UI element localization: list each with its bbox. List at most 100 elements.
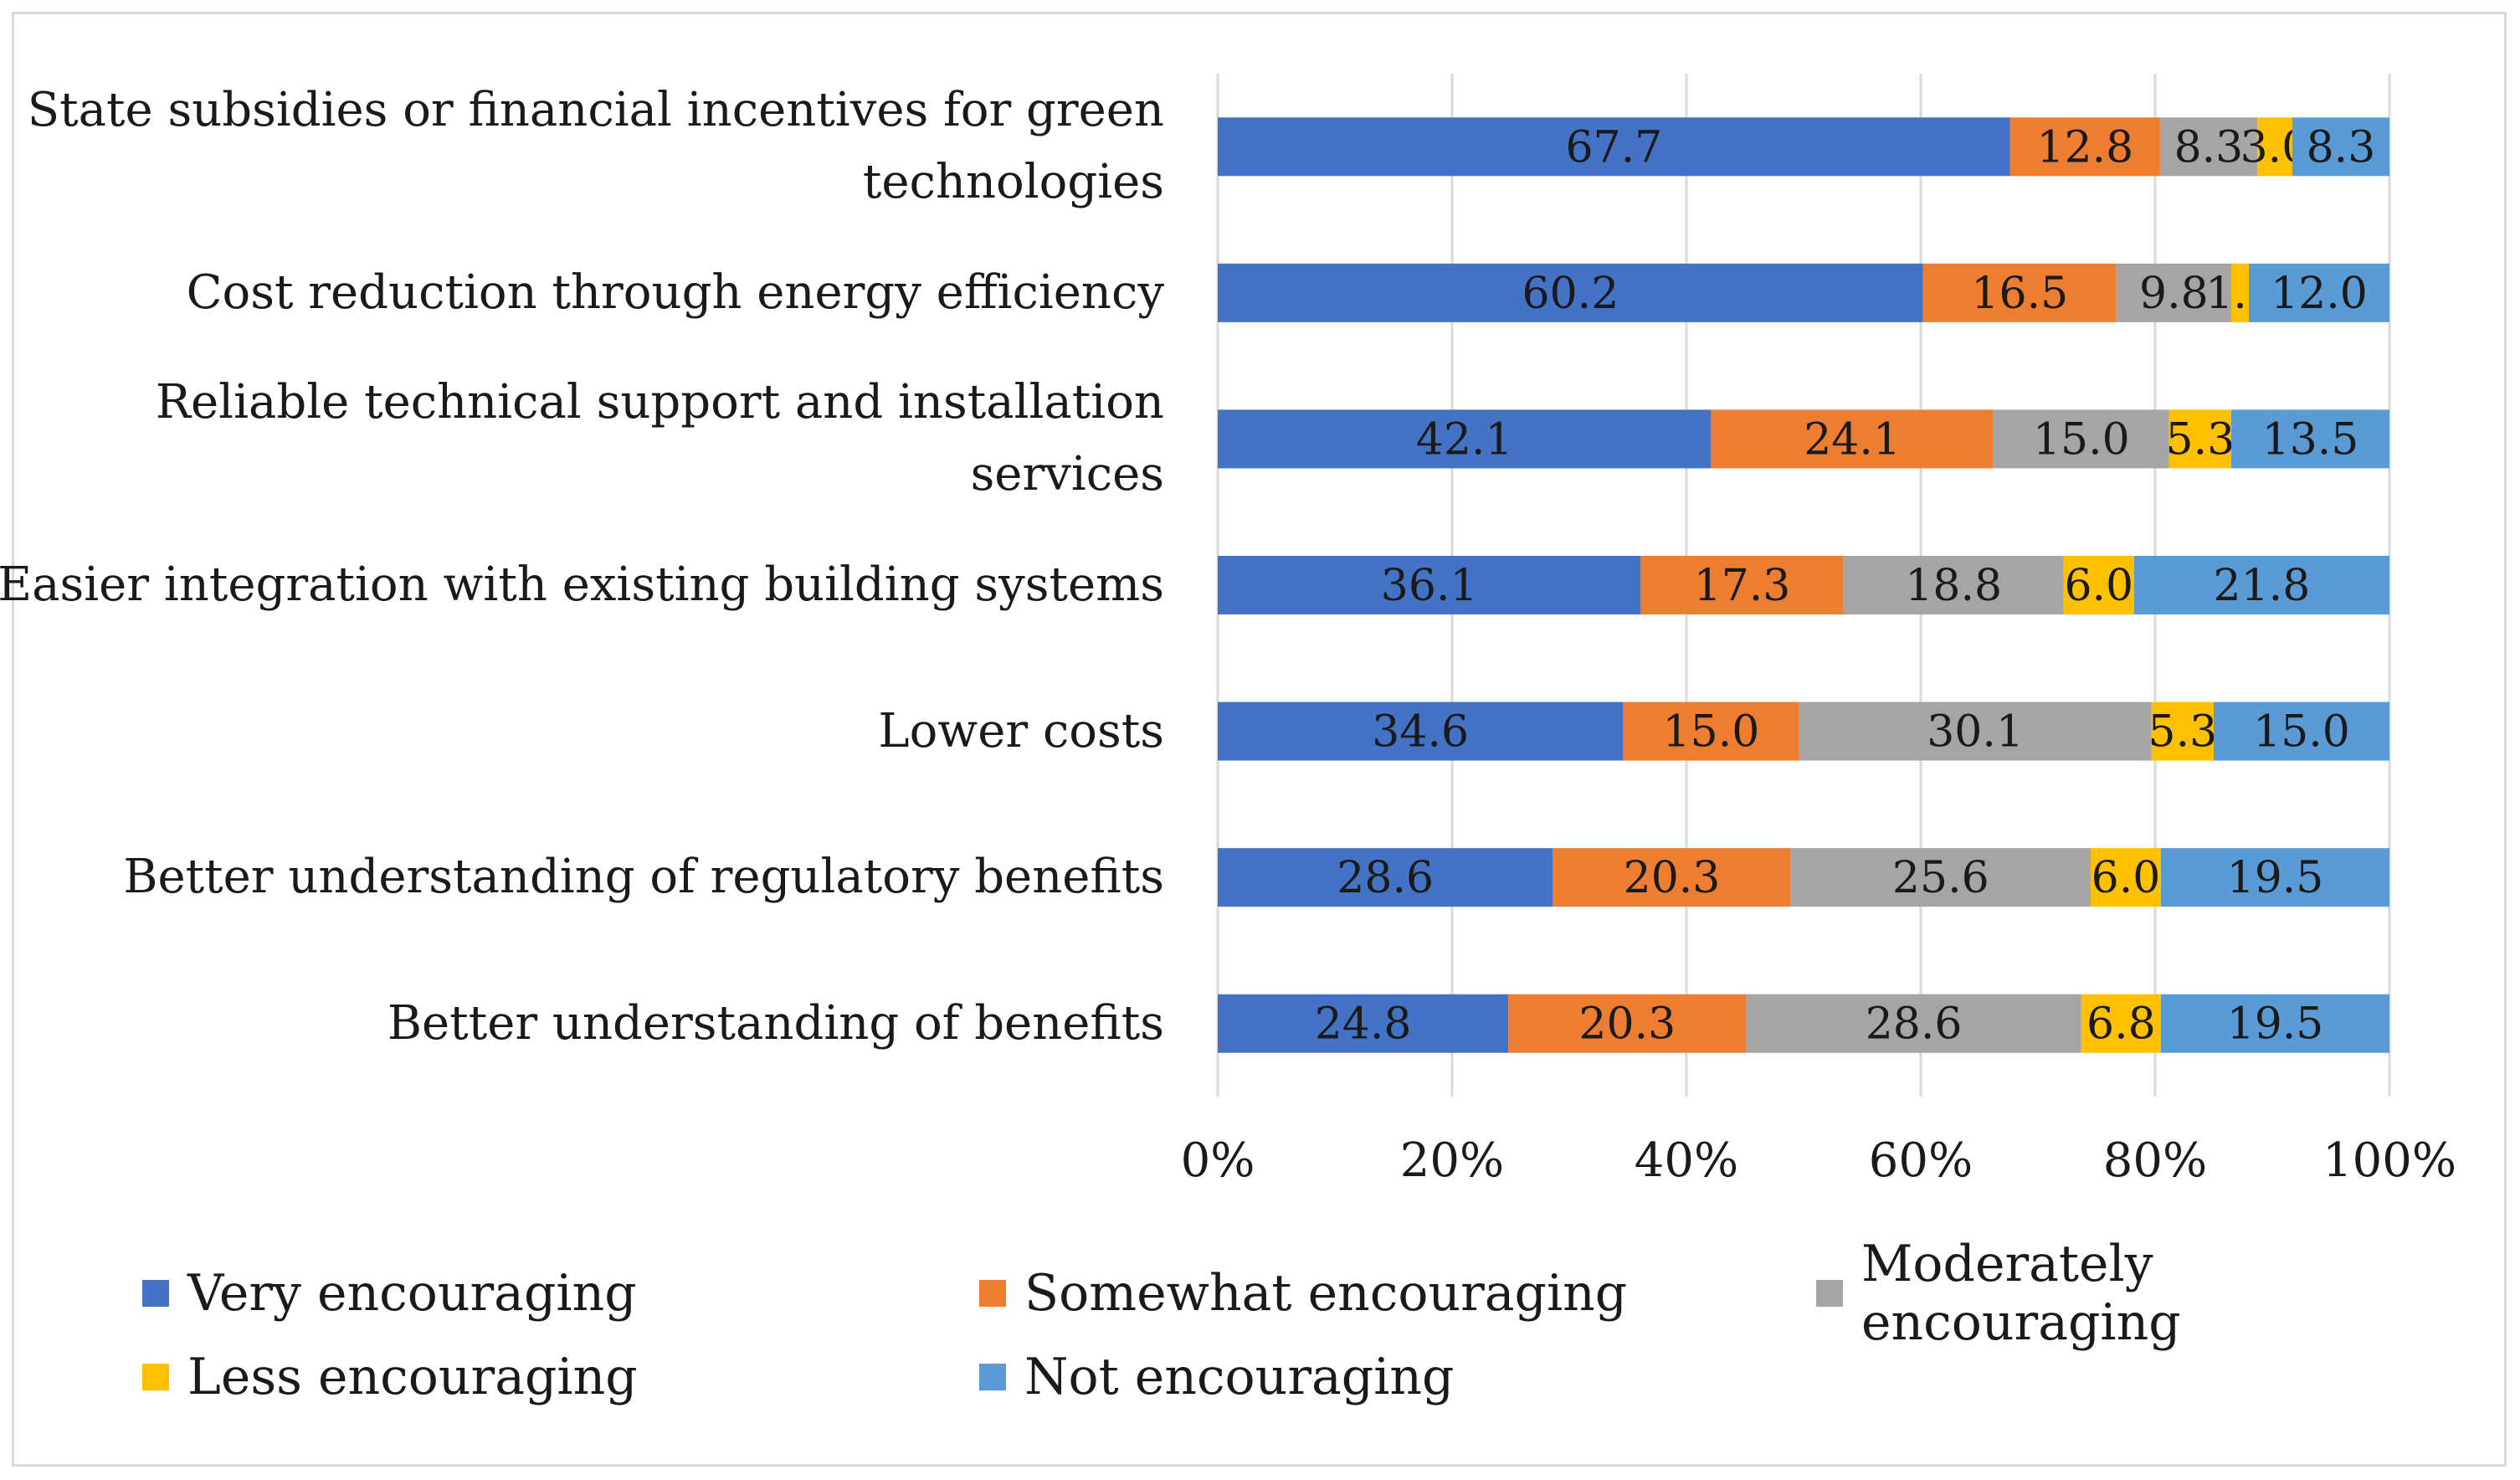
x-tick-label: 20%: [1400, 1133, 1504, 1188]
bar-segment: [2161, 848, 2389, 907]
legend-item: Somewhat encouraging: [979, 1256, 1627, 1331]
bar-segment: [2214, 701, 2389, 761]
data-label: 17.3: [1694, 561, 1791, 611]
data-label: 15.0: [2253, 707, 2350, 758]
data-label: 20.3: [1624, 853, 1721, 903]
category-label: Better understanding of benefits: [387, 995, 1164, 1051]
data-label: 21.8: [2214, 561, 2311, 611]
legend-label: Less encouraging: [187, 1348, 638, 1406]
bar-segment: [1993, 409, 2169, 469]
data-label: 5.3: [2166, 414, 2235, 465]
bar-segment: [2249, 263, 2389, 322]
bar-segment: [1218, 117, 2010, 177]
data-label: 28.6: [1866, 1000, 1963, 1050]
bar-segment: [2159, 117, 2257, 177]
legend-item: Moderately encouraging: [1816, 1235, 2486, 1352]
bar-segment: [1218, 701, 1624, 761]
gridlines: [1216, 74, 2391, 1097]
data-label: 42.1: [1416, 414, 1513, 465]
data-label: 8.3: [2174, 122, 2244, 172]
data-label: 15.0: [2033, 414, 2130, 465]
data-label: 6.8: [2086, 1000, 2156, 1050]
data-label: 24.1: [1804, 414, 1901, 465]
bar-segment: [2009, 117, 2160, 177]
x-tick-label: 80%: [2103, 1133, 2207, 1188]
data-label: 60.2: [1522, 269, 1619, 319]
x-tick-label: 40%: [1635, 1133, 1738, 1188]
legend-item: Less encouraging: [142, 1339, 638, 1415]
bar-segment: [1640, 556, 1844, 614]
bar-segment: [1218, 263, 1923, 322]
category-label: Better understanding of regulatory benef…: [123, 850, 1164, 905]
data-label: 6.0: [2091, 853, 2161, 903]
bar-segment: [1553, 848, 1791, 907]
data-label: 13.5: [2262, 414, 2359, 465]
data-label: 8.3: [2307, 122, 2376, 172]
legend-label: Moderately encouraging: [1861, 1235, 2181, 1352]
legend-label: Not encouraging: [1024, 1348, 1455, 1406]
data-label: 5.3: [2148, 707, 2218, 758]
bar-segment: [1922, 263, 2117, 322]
bar-segment: [1218, 409, 1712, 469]
data-label: 24.8: [1315, 1000, 1412, 1050]
x-tick-labels: 0% 20% 40% 60% 80% 100%: [1181, 1133, 2456, 1188]
data-label: 67.7: [1566, 122, 1663, 172]
data-label: 18.8: [1905, 561, 2002, 611]
category-label: Lower costs: [878, 703, 1164, 758]
data-label: 19.5: [2227, 853, 2324, 903]
data-label: 30.1: [1927, 707, 2024, 758]
data-label: 16.5: [1971, 269, 2068, 319]
data-label: 15.0: [1663, 707, 1760, 758]
bar-segment: [1790, 848, 2091, 907]
bar-segment: [1843, 556, 2064, 614]
data-label: 28.6: [1337, 853, 1434, 903]
bar-segment: [2063, 556, 2134, 614]
legend-item: Very encouraging: [142, 1256, 637, 1331]
legend-swatch: [142, 1280, 169, 1307]
data-label: 36.1: [1381, 561, 1478, 611]
category-label: Reliable technical support and installat…: [155, 375, 1164, 502]
bar-segment: [1218, 848, 1553, 907]
category-label: Cost reduction through energy efficiency: [186, 265, 1164, 320]
bar-segment: [2151, 701, 2214, 761]
bar-segment: [2116, 263, 2231, 322]
legend-label: Somewhat encouraging: [1024, 1264, 1628, 1323]
legend-swatch: [1816, 1280, 1843, 1307]
bar-segment: [1623, 701, 1799, 761]
legend-swatch: [979, 1364, 1006, 1390]
data-label: 20.3: [1578, 1000, 1676, 1050]
bar-segment: [1799, 701, 2152, 761]
bar-segment: [2231, 409, 2389, 469]
bar-segment: [1711, 409, 1994, 469]
bar-segment: [2161, 994, 2389, 1053]
data-label: 9.8: [2139, 269, 2209, 319]
data-label: 34.6: [1372, 707, 1469, 758]
category-label: Easier integration with existing buildin…: [0, 558, 1164, 612]
bar-segment: [2168, 409, 2231, 469]
bar-segment: [1746, 994, 2081, 1053]
x-tick-label: 100%: [2322, 1133, 2456, 1188]
bar-segment: [1218, 556, 1641, 614]
data-label: 25.6: [1892, 853, 1989, 903]
bar-segment: [2292, 117, 2389, 177]
bar-segment: [2133, 556, 2389, 614]
chart-frame: [12, 12, 2507, 1467]
bar-segment: [2231, 263, 2249, 322]
bars: 67.7 12.8 8.33.08.360.2 16.5 9.81.512.042.1 2…: [1218, 117, 2389, 1053]
legend-swatch: [979, 1280, 1006, 1307]
legend-item: Not encouraging: [979, 1339, 1454, 1415]
data-label: 19.5: [2227, 1000, 2324, 1050]
legend-label: Very encouraging: [187, 1264, 637, 1323]
bar-segment: [1508, 994, 1747, 1053]
x-tick-label: 60%: [1869, 1133, 1973, 1188]
bar-segment: [2081, 994, 2161, 1053]
legend-swatch: [142, 1364, 169, 1390]
bar-segment: [1218, 994, 1509, 1053]
data-label: 6.0: [2064, 561, 2133, 611]
data-label: 12.0: [2271, 269, 2368, 319]
legend: Very encouraging Somewhat encouraging Mode…: [142, 1235, 2486, 1440]
bar-segment: [2256, 117, 2292, 177]
bar-segment: [2091, 848, 2161, 907]
x-tick-label: 0%: [1181, 1133, 1255, 1188]
